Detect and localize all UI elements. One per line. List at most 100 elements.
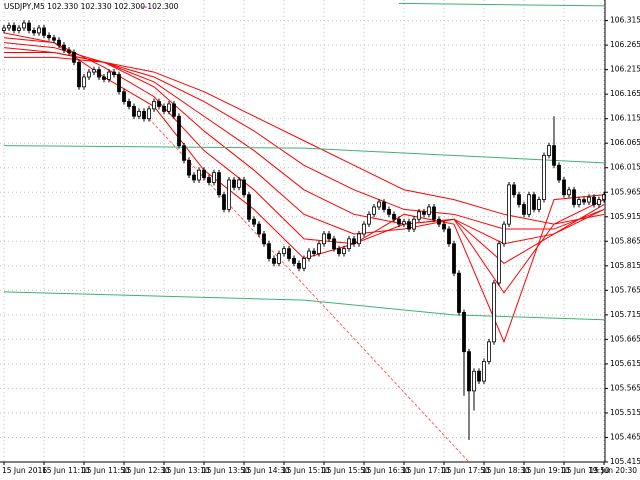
candle-body: [77, 61, 81, 88]
candle-body: [262, 233, 266, 245]
candle-body: [27, 22, 31, 31]
indicator-line: [4, 56, 605, 225]
candle-body: [307, 250, 311, 259]
x-tick-label: 15 Jun 15:50: [322, 466, 370, 475]
candle-body: [267, 243, 271, 259]
candle-body: [577, 199, 581, 205]
y-tick-label: 105.865: [610, 236, 640, 245]
x-tick-label: 15 Jun 13:10: [162, 466, 210, 475]
candle-body: [202, 169, 206, 178]
candles: [2, 20, 606, 440]
y-tick-label: 105.965: [610, 187, 640, 196]
y-tick-label: 105.915: [610, 212, 640, 221]
x-tick-label: 15 Jun 19:50: [562, 466, 610, 475]
candle-body: [102, 76, 106, 80]
candle-body: [457, 272, 461, 313]
candle-body: [462, 312, 466, 353]
y-tick-label: 105.715: [610, 310, 640, 319]
candle-body: [422, 211, 426, 215]
candle-body: [322, 233, 326, 245]
candle-body: [192, 174, 196, 181]
indicator-line: [3, 37, 605, 294]
candle-body: [52, 37, 56, 41]
y-tick-label: 105.465: [610, 432, 640, 441]
candle-body: [37, 27, 41, 34]
candle-body: [282, 248, 286, 254]
candle-body: [47, 34, 51, 39]
candle-body: [227, 179, 231, 210]
candle-body: [197, 169, 201, 181]
y-tick-label: 106.315: [610, 16, 640, 25]
candle-body: [92, 69, 96, 73]
candle-body: [297, 262, 301, 269]
candle-body: [122, 91, 126, 102]
candle-body: [187, 159, 191, 176]
candle-body: [447, 228, 451, 245]
x-tick-label: 15 Jun 12:30: [122, 466, 170, 475]
candle-body: [427, 206, 431, 215]
candle-body: [127, 101, 131, 107]
candle-body: [507, 184, 511, 225]
candle-body: [482, 361, 486, 382]
candle-body: [12, 25, 16, 31]
candle-body: [567, 189, 571, 196]
candle-body: [432, 206, 436, 220]
candle-body: [552, 145, 556, 166]
x-tick-label: 15 Jun 19:10: [522, 466, 570, 475]
candle-body: [242, 179, 246, 196]
candle-body: [407, 221, 411, 230]
candle-body: [572, 189, 576, 205]
candle-body: [302, 258, 306, 269]
candle-body: [587, 196, 591, 203]
candle-body: [312, 250, 316, 254]
candle-body: [222, 194, 226, 210]
candle-body: [527, 194, 531, 215]
candle-body: [487, 341, 491, 362]
candle-body: [547, 145, 551, 156]
candle-body: [212, 172, 216, 183]
candle-body: [352, 238, 356, 245]
candle-body: [232, 179, 236, 188]
candle-body: [417, 211, 421, 220]
candle-body: [367, 213, 371, 225]
y-tick-label: 105.615: [610, 359, 640, 368]
candle-body: [337, 248, 341, 254]
candle-body: [72, 52, 76, 63]
candle-body: [107, 71, 111, 80]
y-tick-label: 106.115: [610, 114, 640, 123]
candle-body: [517, 194, 521, 205]
candle-body: [167, 103, 171, 112]
candle-body: [32, 30, 36, 34]
indicator-line: [3, 145, 605, 164]
candle-body: [402, 221, 406, 225]
indicator-line: [3, 291, 605, 321]
candle-body: [357, 233, 361, 245]
candle-body: [117, 74, 121, 93]
candle-body: [377, 201, 381, 208]
candle-body: [287, 248, 291, 259]
candle-body: [477, 370, 481, 382]
candle-body: [597, 199, 601, 205]
candle-body: [512, 184, 516, 196]
x-tick-label: 15 Jun 16:30: [362, 466, 410, 475]
candle-body: [132, 106, 136, 117]
x-tick-label: 15 Jun 11:10: [42, 466, 90, 475]
candle-body: [237, 179, 241, 188]
candle-body: [412, 218, 416, 230]
candle-body: [247, 194, 251, 220]
x-tick-label: 15 Jun 14:30: [242, 466, 290, 475]
candle-body: [162, 106, 166, 112]
candle-body: [327, 233, 331, 240]
candle-body: [442, 223, 446, 230]
y-tick-label: 105.515: [610, 408, 640, 417]
candle-body: [22, 22, 26, 29]
candle-body: [217, 172, 221, 196]
candle-body: [67, 49, 71, 53]
candle-body: [82, 76, 86, 88]
candle-body: [582, 199, 586, 203]
candle-body: [592, 196, 596, 205]
candle-body: [362, 223, 366, 235]
candle-body: [382, 201, 386, 210]
candle-body: [557, 164, 561, 181]
candle-body: [272, 258, 276, 264]
